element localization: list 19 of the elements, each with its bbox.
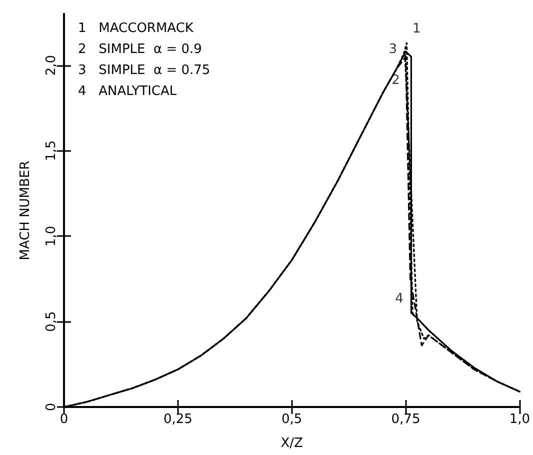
y-tick-label: 0,5 (44, 311, 59, 332)
annotation: 3 SIMPLE α = 0.75 (78, 63, 210, 78)
y-tick-label: 1,5 (44, 140, 59, 162)
x-axis-title: X/Z (280, 436, 304, 451)
x-tick-label: 0,25 (163, 412, 192, 427)
x-tick-label: 1,0 (509, 412, 530, 427)
y-tick-label: 2,0 (44, 54, 59, 76)
x-tick-label: 0,75 (391, 412, 420, 427)
annotation: 4 (395, 292, 404, 307)
x-tick-label: 0,5 (281, 412, 302, 427)
annotation: 3 (388, 42, 397, 58)
annotation: 2 SIMPLE α = 0.9 (78, 42, 202, 57)
annotation: 1 MACCORMACK (78, 21, 194, 36)
annotation: 4 ANALYTICAL (78, 84, 178, 99)
x-tick-label: 0 (60, 412, 68, 427)
y-tick-label: 1,0 (44, 226, 59, 246)
y-axis-title: MACH NUMBER (18, 160, 33, 260)
y-tick-label: 0 (44, 402, 59, 412)
annotation: 1 (412, 22, 421, 37)
